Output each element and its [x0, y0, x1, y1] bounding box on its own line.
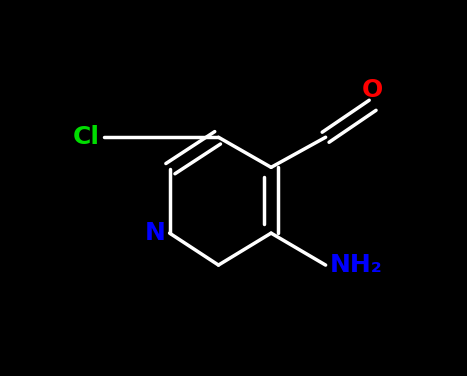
Text: N: N: [145, 221, 166, 245]
Text: Cl: Cl: [73, 125, 100, 149]
Text: NH₂: NH₂: [329, 253, 382, 277]
Text: O: O: [362, 77, 383, 102]
